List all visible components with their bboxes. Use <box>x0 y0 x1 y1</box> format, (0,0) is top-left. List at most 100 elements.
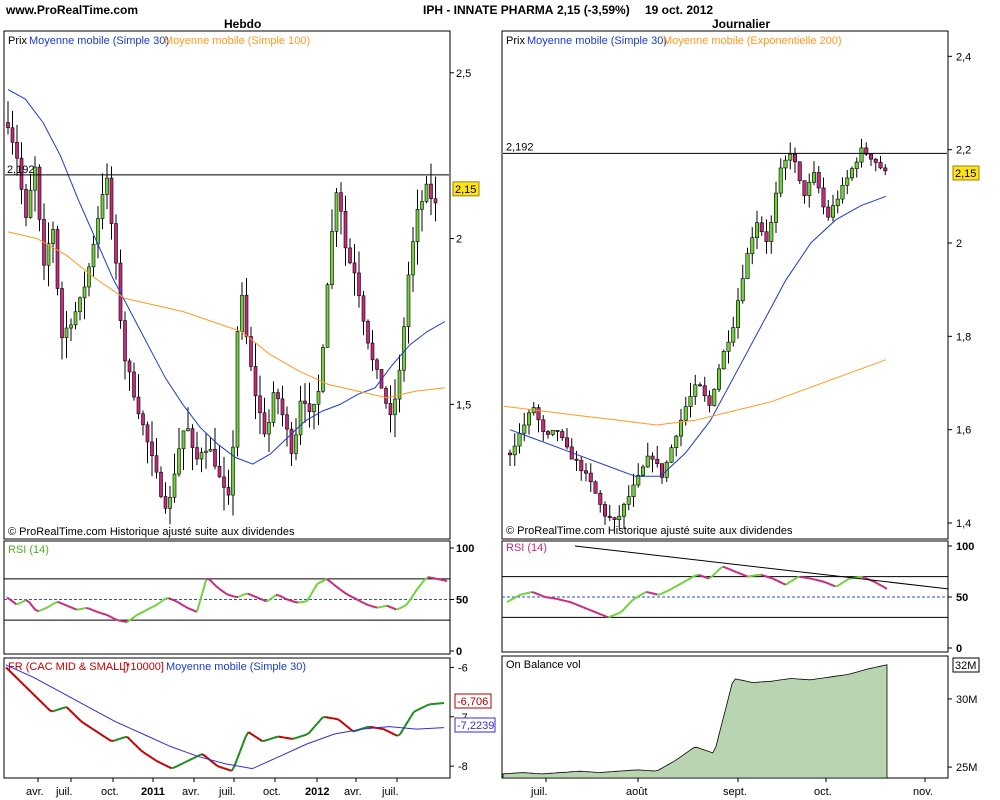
weekly-price-candle <box>267 422 271 435</box>
rs-segment <box>79 719 84 724</box>
rs-segment <box>363 726 368 730</box>
daily-rsi-segment <box>561 599 565 602</box>
legend-obv: On Balance vol <box>506 659 581 671</box>
daily-rsi-segment <box>643 591 647 595</box>
daily-xaxis-label: août <box>626 786 647 798</box>
weekly-xaxis-label: avr. <box>182 786 200 798</box>
rs-segment <box>344 723 349 728</box>
rs-segment <box>115 738 120 741</box>
rs-segment <box>38 699 43 704</box>
rs-segment <box>416 708 420 712</box>
rs-segment <box>220 766 224 770</box>
weekly-price-candle <box>276 392 280 400</box>
weekly-rsi-segment <box>101 612 106 616</box>
rs-segment <box>181 761 186 765</box>
weekly-rsi-segment <box>35 609 40 613</box>
weekly-rsi-segment <box>269 596 274 601</box>
rs-segment <box>151 757 156 761</box>
daily-price-candle <box>564 437 569 448</box>
daily-rsi-segment <box>686 577 691 581</box>
weekly-rsi-segment <box>6 596 11 601</box>
weekly-rsi-segment <box>427 576 432 579</box>
weekly-rsi-segment <box>367 603 372 607</box>
daily-rsi-segment <box>615 612 620 616</box>
weekly-rsi-segment <box>348 594 353 598</box>
weekly-xaxis-label: oct. <box>101 786 119 798</box>
weekly-rsi-segment <box>60 602 65 606</box>
weekly-rsi-segment <box>392 607 397 611</box>
rs-segment <box>341 721 346 726</box>
rs-segment <box>214 763 219 768</box>
daily-xaxis-label: nov. <box>913 786 933 798</box>
daily-rsi-segment <box>881 584 885 589</box>
daily-rsi-segment <box>774 578 779 582</box>
daily-price-candle <box>788 153 793 161</box>
daily-price-candle <box>612 517 617 520</box>
daily-price-candle <box>555 430 560 432</box>
weekly-price-candle <box>217 465 222 478</box>
rs-segment <box>148 755 153 759</box>
weekly-rsi-segment <box>420 578 426 585</box>
rs-segment <box>21 682 26 688</box>
rs-segment <box>129 738 134 743</box>
weekly-price-candle <box>235 331 240 448</box>
daily-price-candle <box>797 161 802 181</box>
rs-segment <box>63 706 67 709</box>
rs-segment <box>118 737 123 741</box>
daily-rsi-segment <box>831 584 836 588</box>
daily-rsi-segment <box>673 585 677 589</box>
daily-rsi-segment <box>744 574 748 578</box>
daily-price-candle <box>669 447 674 463</box>
daily-rsi-segment <box>788 580 792 584</box>
weekly-rsi-segment <box>357 599 362 603</box>
weekly-price-candle <box>280 398 285 416</box>
daily-price-candle <box>830 205 835 218</box>
panel-title-weekly: Hebdo <box>224 17 261 31</box>
daily-rsi-segment <box>864 577 869 581</box>
weekly-price-candle <box>204 450 208 453</box>
weekly-rsi-segment <box>66 604 71 608</box>
rs-segment <box>85 723 90 728</box>
weekly-price-candle <box>258 395 262 414</box>
weekly-rsi-segment <box>364 602 369 606</box>
weekly-price-candle <box>145 424 150 443</box>
daily-price-candle <box>659 463 664 478</box>
rs-segment <box>68 709 73 714</box>
rs-segment <box>336 718 340 722</box>
daily-price-candle <box>873 158 878 163</box>
daily-price-candle <box>697 384 702 387</box>
daily-rsi-segment <box>564 599 568 603</box>
weekly-rsi-segment <box>253 595 258 599</box>
weekly-price-candle <box>366 320 370 344</box>
weekly-price-candle <box>24 189 28 218</box>
weekly-price-candle <box>433 198 438 204</box>
weekly-rsi-segment <box>9 598 14 603</box>
rs-segment <box>228 768 233 772</box>
rs-segment <box>391 732 395 736</box>
weekly-rsi-segment <box>47 604 52 608</box>
legend-prix-daily: Prix <box>506 35 525 47</box>
weekly-price-candle <box>195 447 199 460</box>
weekly-rsi-segment <box>326 578 331 583</box>
rs-segment <box>346 726 351 730</box>
daily-rsi-segment <box>872 580 877 584</box>
weekly-price-candle <box>240 294 244 332</box>
rs-segment <box>99 732 103 737</box>
weekly-rsi-segment <box>158 600 163 605</box>
weekly-rsi-segment <box>323 578 328 582</box>
daily-price-candle <box>816 172 821 189</box>
daily-rsi-segment <box>605 615 609 619</box>
weekly-price-candle <box>172 473 177 498</box>
weekly-rsi-segment <box>272 594 277 599</box>
daily-rsi-segment <box>698 574 702 577</box>
rs-segment <box>43 704 49 709</box>
weekly-rsi-segment <box>361 600 366 605</box>
daily-rsi-segment <box>520 593 524 596</box>
daily-rsi-segment <box>665 589 669 593</box>
daily-price-candle <box>688 396 693 407</box>
weekly-price-candle <box>226 487 231 496</box>
weekly-xaxis-label: avr. <box>344 786 362 798</box>
daily-price-candle <box>574 458 579 461</box>
daily-rsi-segment <box>599 613 604 617</box>
daily-rsi-segment <box>766 575 770 579</box>
